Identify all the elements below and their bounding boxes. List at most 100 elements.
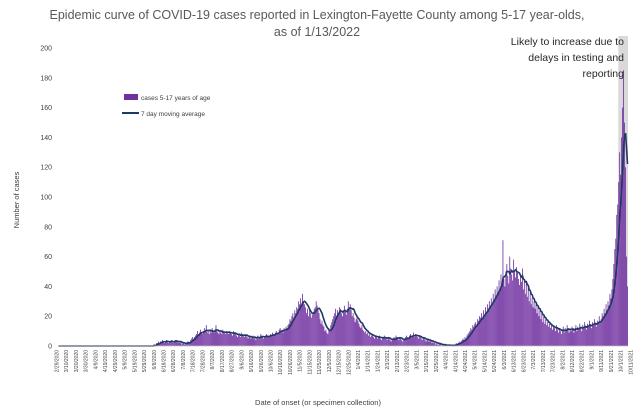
case-bar <box>423 338 425 346</box>
case-bar <box>550 328 552 346</box>
y-tick-label: 120 <box>40 165 52 172</box>
x-tick-label: 6/13/2021 <box>512 350 518 372</box>
case-bar <box>288 323 290 346</box>
x-tick-label: 4/14/2021 <box>453 350 459 372</box>
case-bar <box>625 167 626 346</box>
case-bar <box>407 337 409 346</box>
x-tick-label: 6/23/2021 <box>521 350 527 372</box>
y-tick-label: 140 <box>40 135 52 142</box>
case-bar <box>230 332 231 346</box>
case-bar <box>580 328 582 346</box>
case-bar <box>418 335 420 346</box>
case-bar <box>271 332 273 346</box>
case-bar <box>548 326 550 346</box>
case-bar <box>197 331 198 346</box>
case-bar <box>331 322 333 346</box>
case-bar <box>574 328 576 346</box>
case-bar <box>620 174 622 346</box>
case-bar <box>163 341 164 346</box>
case-bar <box>504 286 506 346</box>
case-bar <box>492 293 494 346</box>
case-bar <box>545 319 547 346</box>
x-tick-label: 3/15/2021 <box>424 350 430 372</box>
case-bar <box>266 334 267 346</box>
case-bar <box>413 332 414 346</box>
x-tick-label: 3/10/2020 <box>64 350 70 372</box>
x-axis-label: Date of onset (or specimen collection) <box>255 398 381 407</box>
x-tick-label: 7/8/2020 <box>181 350 187 370</box>
case-bar <box>438 344 440 346</box>
case-bar <box>210 332 212 346</box>
case-bar <box>609 293 611 346</box>
case-bar <box>256 337 258 346</box>
case-bar <box>612 278 614 346</box>
x-tick-label: 4/4/2021 <box>444 350 450 370</box>
case-bar <box>463 340 465 346</box>
case-bar <box>624 122 625 346</box>
case-bar <box>207 331 209 346</box>
case-bar <box>321 320 323 346</box>
case-bar <box>571 326 573 346</box>
y-axis-label: Number of cases <box>12 171 21 228</box>
case-bar <box>259 337 261 346</box>
case-bar <box>216 331 218 346</box>
case-bar <box>621 137 623 346</box>
case-bar <box>402 341 404 346</box>
x-tick-label: 3/5/2021 <box>414 350 420 370</box>
case-bar <box>524 293 526 346</box>
case-bar <box>585 326 587 346</box>
case-bar <box>531 298 533 346</box>
case-bar <box>193 338 195 346</box>
case-bar <box>338 313 339 346</box>
case-bar <box>431 343 433 346</box>
case-bar <box>544 323 546 346</box>
x-tick-label: 9/6/2020 <box>239 350 245 370</box>
case-bar <box>562 326 564 346</box>
case-bar <box>403 340 405 346</box>
case-bar <box>590 325 591 346</box>
case-bar <box>291 316 293 346</box>
case-bar <box>410 334 411 346</box>
case-bar <box>188 341 190 346</box>
x-tick-label: 11/5/2020 <box>298 350 304 372</box>
case-bar <box>330 325 332 346</box>
case-bar <box>221 334 223 346</box>
y-tick-label: 200 <box>40 46 52 53</box>
case-bar <box>239 337 241 346</box>
bar-series <box>153 70 628 346</box>
case-bar <box>487 308 489 346</box>
case-bar <box>201 334 203 346</box>
case-bar <box>517 272 518 346</box>
case-bar <box>411 337 412 346</box>
case-bar <box>623 70 624 346</box>
x-tick-label: 1/14/2021 <box>366 350 372 372</box>
case-bar <box>540 319 542 346</box>
case-bar <box>481 313 482 346</box>
x-tick-label: 6/3/2021 <box>502 350 508 370</box>
legend-swatch-bars <box>124 94 138 100</box>
case-bar <box>473 326 475 346</box>
case-bar <box>483 310 484 346</box>
x-tick-label: 8/2/2021 <box>560 350 566 370</box>
case-bar <box>260 334 262 346</box>
x-tick-label: 5/29/2020 <box>142 350 148 372</box>
case-bar <box>510 268 512 346</box>
case-bar <box>382 338 384 346</box>
case-bar <box>434 341 436 346</box>
case-bar <box>176 341 178 346</box>
case-bar <box>514 271 516 346</box>
case-bar <box>404 338 406 346</box>
case-bar <box>521 268 523 346</box>
case-bar <box>592 322 593 346</box>
case-bar <box>236 335 237 346</box>
case-bar <box>366 334 368 346</box>
case-bar <box>476 325 478 346</box>
case-bar <box>182 343 184 346</box>
case-bar <box>312 311 314 346</box>
case-bar <box>572 329 574 346</box>
case-bar <box>605 304 607 346</box>
case-bar <box>285 326 287 346</box>
case-bar <box>234 332 235 346</box>
case-bar <box>308 310 310 346</box>
y-tick-label: 60 <box>44 254 52 261</box>
